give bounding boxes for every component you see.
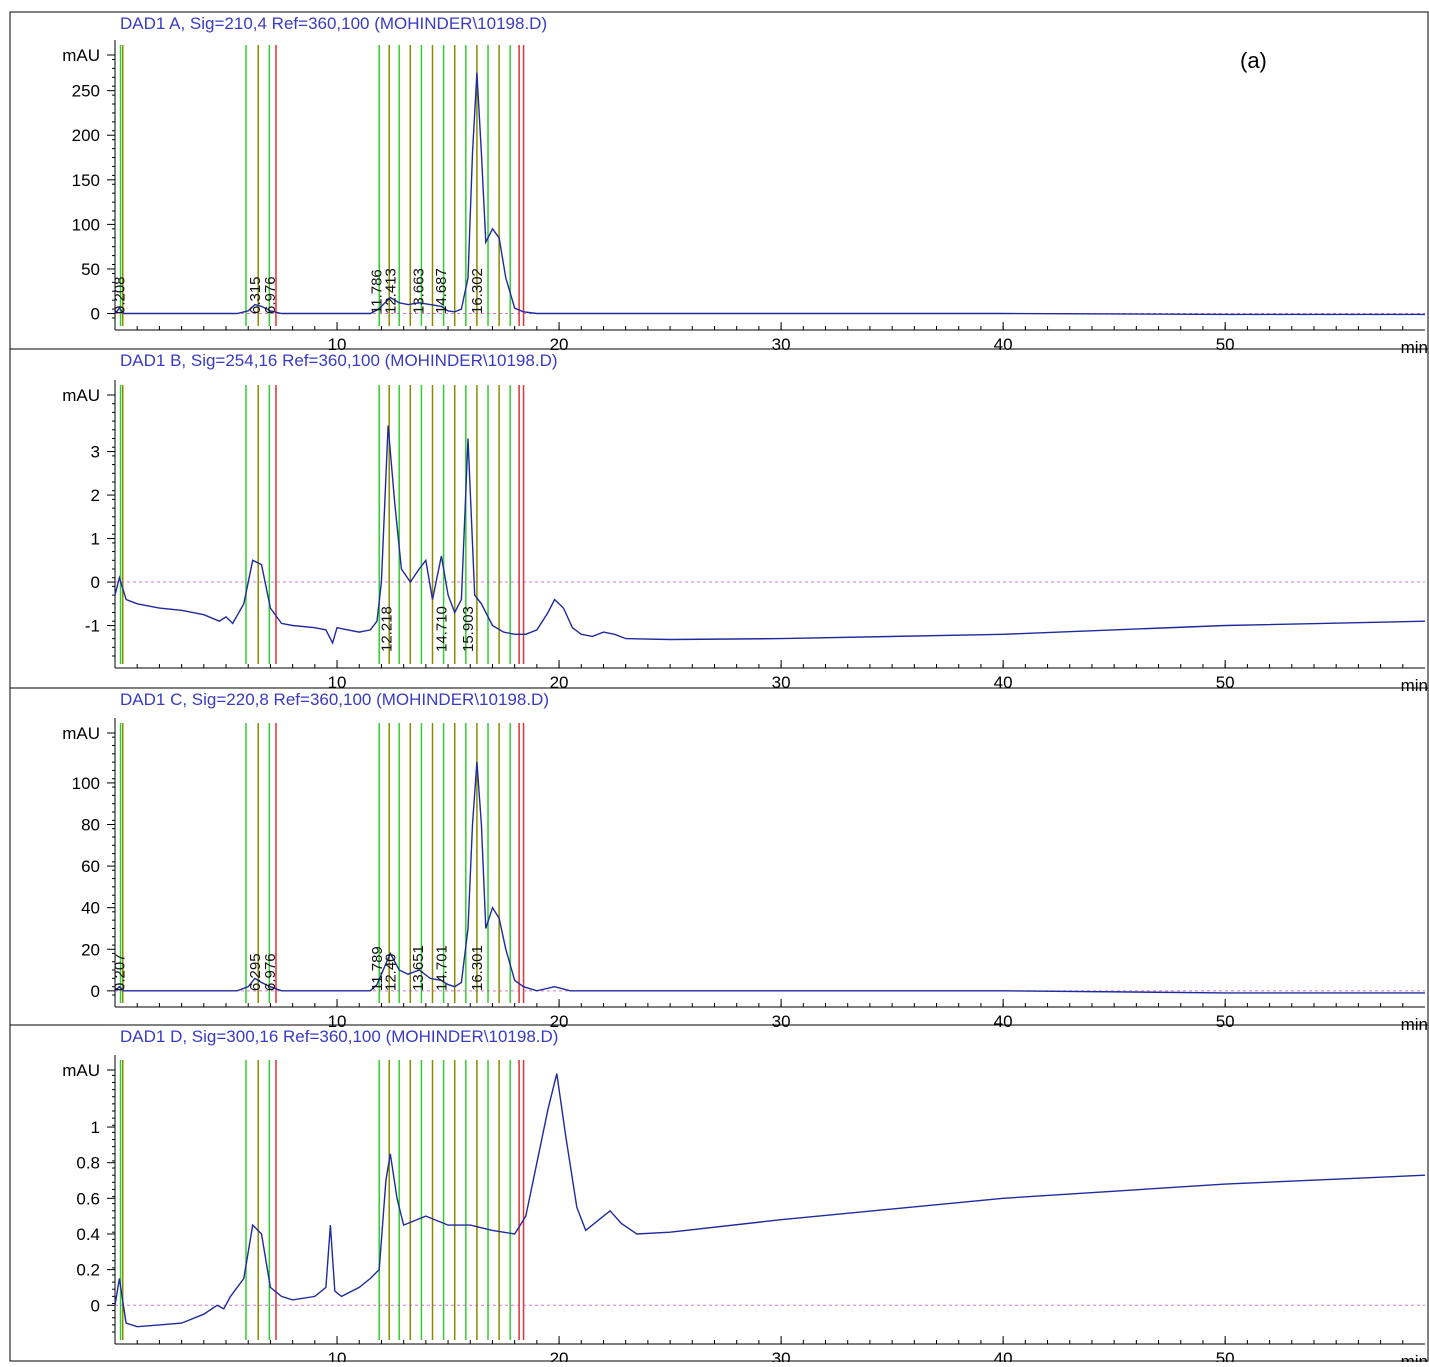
peak-label: 0.208 — [112, 276, 129, 314]
peak-label: 0.207 — [112, 953, 129, 991]
y-tick-label: 0 — [91, 573, 100, 592]
x-tick-label: 30 — [772, 1012, 791, 1031]
panel-title: DAD1 B, Sig=254,16 Ref=360,100 (MOHINDER… — [120, 351, 558, 370]
peak-label: 16.301 — [469, 945, 486, 991]
x-tick-label: 40 — [994, 335, 1013, 354]
y-tick-label: 0 — [91, 982, 100, 1001]
chromatogram-panel: DAD1 D, Sig=300,16 Ref=360,100 (MOHINDER… — [10, 1024, 1428, 1367]
panel-title: DAD1 D, Sig=300,16 Ref=360,100 (MOHINDER… — [120, 1027, 558, 1046]
y-tick-label: 150 — [72, 171, 100, 190]
x-tick-label: 50 — [1216, 335, 1235, 354]
y-tick-label: 0.8 — [76, 1154, 100, 1173]
peak-label: 6.315 — [247, 276, 264, 314]
y-tick-label: 3 — [91, 443, 100, 462]
x-tick-label: 10 — [328, 1012, 347, 1031]
peak-label: 16.302 — [469, 268, 486, 314]
x-axis-label: min — [1401, 338, 1428, 357]
y-axis-label: mAU — [62, 724, 100, 743]
peak-label: 14.687 — [433, 268, 450, 314]
y-tick-label: 1 — [91, 1118, 100, 1137]
y-tick-label: 20 — [81, 940, 100, 959]
x-tick-label: 50 — [1216, 1349, 1235, 1362]
peak-label: 14.701 — [433, 945, 450, 991]
chromatogram-trace — [114, 425, 1426, 645]
y-tick-label: 200 — [72, 126, 100, 145]
x-tick-label: 50 — [1216, 1012, 1235, 1031]
peak-label: 11.786 — [369, 269, 386, 314]
y-tick-label: 0 — [91, 1296, 100, 1315]
y-tick-label: 40 — [81, 899, 100, 918]
chromatogram-panel: DAD1 A, Sig=210,4 Ref=360,100 (MOHINDER\… — [62, 14, 1428, 357]
x-axis-label: min — [1401, 676, 1428, 695]
peak-label: 6.976 — [262, 276, 279, 314]
x-tick-label: 40 — [994, 1349, 1013, 1362]
x-tick-label: 30 — [772, 335, 791, 354]
x-tick-label: 10 — [328, 1349, 347, 1362]
y-tick-label: 0.2 — [76, 1261, 100, 1280]
chromatogram-trace — [114, 72, 1425, 316]
x-tick-label: 20 — [550, 1349, 569, 1362]
peak-label: 12.413 — [383, 268, 400, 314]
figure-frame — [9, 11, 1429, 1362]
peak-label: 15.903 — [460, 606, 477, 652]
y-tick-label: 0 — [91, 305, 100, 324]
x-tick-label: 20 — [550, 1012, 569, 1031]
y-tick-label: 60 — [81, 857, 100, 876]
y-axis-label: mAU — [62, 46, 100, 65]
y-axis-label: mAU — [62, 386, 100, 405]
panel-title: DAD1 A, Sig=210,4 Ref=360,100 (MOHINDER\… — [120, 14, 547, 33]
x-tick-label: 30 — [772, 1349, 791, 1362]
x-tick-label: 30 — [772, 673, 791, 692]
peak-label: 13.663 — [410, 268, 427, 314]
chromatogram-trace — [114, 762, 1425, 994]
chromatogram-panel: DAD1 B, Sig=254,16 Ref=360,100 (MOHINDER… — [10, 348, 1428, 695]
y-tick-label: 100 — [72, 215, 100, 234]
peak-label: 14.710 — [434, 606, 451, 652]
peak-label: 11.789 — [369, 946, 386, 991]
x-tick-label: 10 — [328, 673, 347, 692]
x-tick-label: 40 — [994, 673, 1013, 692]
peak-label: 13.651 — [410, 945, 427, 991]
peak-label: 6.295 — [247, 953, 264, 991]
y-tick-label: 1 — [91, 530, 100, 549]
chromatogram-panel: DAD1 C, Sig=220,8 Ref=360,100 (MOHINDER\… — [10, 687, 1428, 1034]
x-tick-label: 40 — [994, 1012, 1013, 1031]
y-tick-label: 2 — [91, 486, 100, 505]
y-tick-label: 0.4 — [76, 1225, 100, 1244]
y-tick-label: 250 — [72, 82, 100, 101]
x-tick-label: 50 — [1216, 673, 1235, 692]
y-tick-label: 100 — [72, 774, 100, 793]
peak-label: 6.976 — [262, 953, 279, 991]
peak-label: 12.40 — [382, 953, 399, 991]
y-tick-label: 0.6 — [76, 1189, 100, 1208]
y-tick-label: 50 — [81, 260, 100, 279]
y-tick-label: 80 — [81, 815, 100, 834]
x-axis-label: min — [1401, 1352, 1428, 1362]
y-tick-label: -1 — [85, 617, 100, 636]
peak-label: 12.218 — [378, 606, 395, 652]
panel-title: DAD1 C, Sig=220,8 Ref=360,100 (MOHINDER\… — [120, 690, 549, 709]
y-axis-label: mAU — [62, 1061, 100, 1080]
figure-label: (a) — [1240, 48, 1267, 73]
x-tick-label: 20 — [550, 673, 569, 692]
chromatogram-trace — [114, 1073, 1426, 1328]
